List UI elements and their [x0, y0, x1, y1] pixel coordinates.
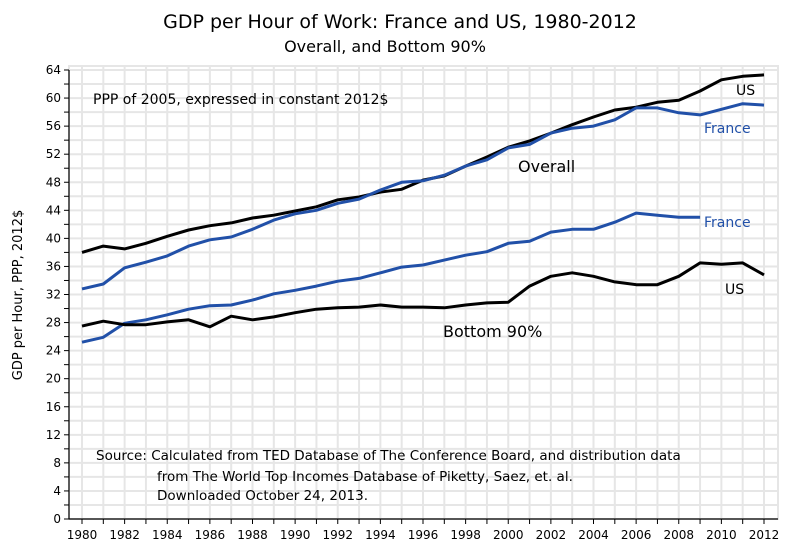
- france-overall-label: France: [704, 121, 751, 137]
- y-tick-label: 64: [46, 63, 61, 77]
- x-tick-label: 1980: [67, 528, 98, 542]
- source-line-1: Source: Calculated from TED Database of …: [96, 448, 681, 464]
- x-tick-label: 2000: [493, 528, 524, 542]
- y-tick-label: 44: [46, 203, 61, 217]
- x-tick-label: 2004: [578, 528, 609, 542]
- us-bottom-label: US: [725, 282, 744, 298]
- source-line-3: Downloaded October 24, 2013.: [157, 488, 368, 504]
- line-france-overall: [81, 102, 765, 291]
- y-tick-label: 8: [53, 456, 61, 470]
- bottom90-label: Bottom 90%: [443, 322, 542, 341]
- y-tick-label: 12: [46, 428, 61, 442]
- line-us-bottom90: [81, 261, 765, 329]
- y-tick-label: 4: [53, 484, 61, 498]
- y-axis-label: GDP per Hour, PPP, 2012$: [11, 210, 26, 381]
- x-tick-label: 1996: [408, 528, 439, 542]
- y-tick-label: 24: [46, 344, 61, 358]
- x-tick-label: 1982: [109, 528, 140, 542]
- x-tick-label: 1988: [237, 528, 268, 542]
- y-tick-label: 28: [46, 316, 61, 330]
- y-tick-label: 16: [46, 400, 61, 414]
- us-overall-label: US: [736, 83, 755, 99]
- chart-title: GDP per Hour of Work: France and US, 198…: [163, 11, 637, 33]
- x-tick-label: 2012: [749, 528, 780, 542]
- x-tick-label: 1984: [152, 528, 183, 542]
- y-tick-label: 60: [46, 91, 61, 105]
- x-tick-label: 1992: [322, 528, 353, 542]
- units-note: PPP of 2005, expressed in constant 2012$: [93, 92, 388, 108]
- y-tick-label: 56: [46, 119, 61, 133]
- grid: [68, 65, 779, 520]
- axes: [64, 69, 778, 524]
- y-tick-label: 32: [46, 288, 61, 302]
- x-tick-label: 1986: [195, 528, 226, 542]
- y-tick-label: 40: [46, 231, 61, 245]
- x-tick-label: 2008: [663, 528, 694, 542]
- y-tick-label: 48: [46, 175, 61, 189]
- overall-label: Overall: [518, 157, 575, 176]
- y-tick-label: 0: [53, 512, 61, 526]
- x-tick-label: 1998: [450, 528, 481, 542]
- x-tick-label: 1994: [365, 528, 396, 542]
- x-tick-label: 2002: [536, 528, 567, 542]
- line-france-bottom90: [81, 211, 701, 344]
- y-tick-label: 52: [46, 147, 61, 161]
- x-tick-label: 1990: [280, 528, 311, 542]
- x-tick-label: 2010: [706, 528, 737, 542]
- x-tick-labels: 1980 1982 1984 1986 1988 1990 1992 1994 1996 1998…: [67, 528, 780, 542]
- source-line-2: from The World Top Incomes Database of P…: [157, 469, 573, 485]
- y-tick-label: 36: [46, 259, 61, 273]
- x-tick-label: 2006: [621, 528, 652, 542]
- y-tick-label: 20: [46, 372, 61, 386]
- chart-subtitle: Overall, and Bottom 90%: [284, 37, 486, 56]
- france-bottom-label: France: [704, 215, 751, 231]
- series-lines: [81, 73, 765, 344]
